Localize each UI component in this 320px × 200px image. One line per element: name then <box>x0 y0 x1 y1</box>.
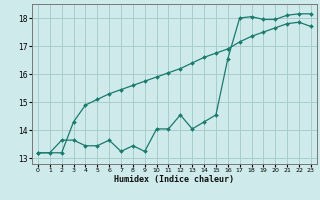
X-axis label: Humidex (Indice chaleur): Humidex (Indice chaleur) <box>115 175 234 184</box>
